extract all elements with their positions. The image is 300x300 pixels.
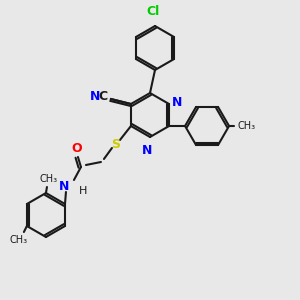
Text: N: N: [90, 89, 100, 103]
Text: O: O: [72, 142, 82, 155]
Text: N: N: [172, 97, 182, 110]
Text: CH₃: CH₃: [10, 235, 28, 245]
Text: N: N: [58, 181, 69, 194]
Text: H: H: [79, 186, 87, 196]
Text: C: C: [98, 91, 107, 103]
Text: CH₃: CH₃: [237, 121, 255, 131]
Text: S: S: [111, 137, 120, 151]
Text: CH₃: CH₃: [40, 174, 58, 184]
Text: N: N: [142, 144, 152, 157]
Text: Cl: Cl: [146, 5, 160, 18]
